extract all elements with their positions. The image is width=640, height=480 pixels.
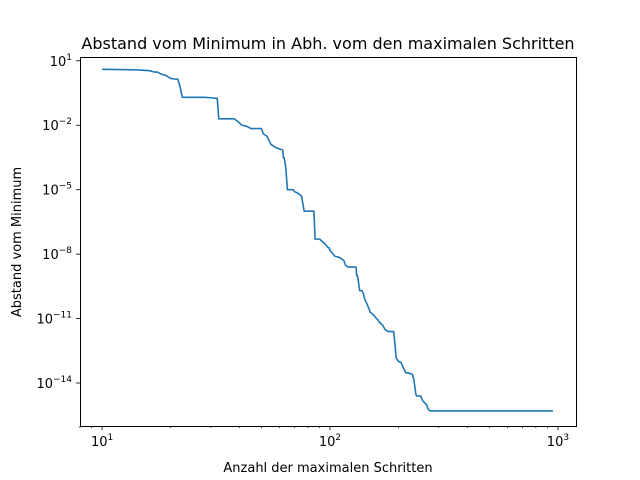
y-tick-label: 10−14 bbox=[36, 375, 72, 392]
y-tick-label: 10−11 bbox=[36, 311, 72, 328]
y-tick-label: 10−8 bbox=[42, 246, 72, 263]
y-tick-label: 101 bbox=[50, 53, 72, 70]
y-tick-label: 10−2 bbox=[42, 117, 72, 134]
series-line-1 bbox=[102, 68, 553, 412]
x-tick-label: 103 bbox=[547, 433, 569, 450]
x-axis-label: Anzahl der maximalen Schritten bbox=[223, 461, 432, 476]
x-tick-label: 101 bbox=[91, 433, 113, 450]
plot-frame bbox=[80, 57, 577, 427]
x-tick-label: 102 bbox=[319, 433, 341, 450]
y-tick-label: 10−5 bbox=[42, 182, 72, 199]
y-axis-label: Abstand vom Minimum bbox=[10, 167, 25, 317]
chart-title: Abstand vom Minimum in Abh. vom den maxi… bbox=[81, 34, 574, 53]
